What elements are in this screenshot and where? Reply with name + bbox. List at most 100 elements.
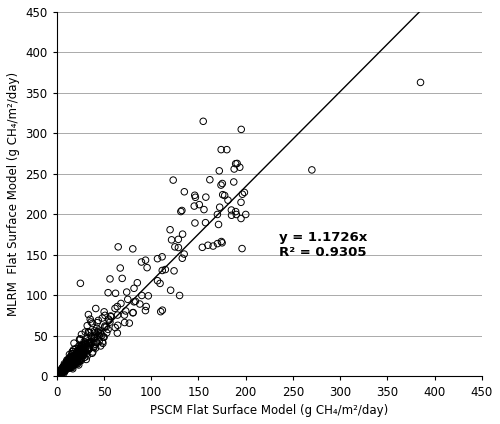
Point (64, 362, 72, 368)
Point (56, 369, 64, 376)
Point (61, 366, 69, 373)
Point (80, 341, 88, 348)
Point (91, 329, 99, 336)
Point (53, 373, 61, 380)
Point (66, 363, 74, 369)
Point (66, 362, 74, 368)
Point (174, 244, 182, 251)
Point (84, 329, 92, 336)
Point (178, 231, 186, 237)
Point (71, 357, 79, 363)
Point (60, 365, 68, 372)
Point (59, 366, 67, 373)
Point (66, 356, 74, 363)
Point (75, 352, 83, 359)
Point (58, 366, 66, 373)
Point (76, 336, 84, 343)
Point (178, 207, 186, 214)
Point (58, 366, 66, 373)
Point (68, 361, 76, 368)
Point (60, 363, 68, 369)
Point (100, 308, 108, 315)
Point (54, 372, 62, 379)
Point (180, 251, 188, 257)
Point (70, 354, 78, 361)
Point (56, 371, 64, 378)
Point (104, 315, 112, 322)
Point (75, 343, 83, 349)
Point (56, 371, 64, 378)
Point (190, 203, 198, 209)
Point (54, 371, 62, 378)
Point (78, 346, 86, 353)
Point (55, 371, 63, 378)
Point (90, 343, 98, 349)
Point (61, 364, 69, 371)
Point (80, 348, 88, 354)
Point (54, 373, 62, 379)
Point (64, 358, 72, 365)
Point (90, 327, 98, 334)
Point (56, 370, 64, 377)
Point (68, 360, 76, 367)
Y-axis label: MLRM  Flat Surface Model (g CH₄/m²/day): MLRM Flat Surface Model (g CH₄/m²/day) (7, 72, 20, 316)
Point (54, 372, 62, 379)
Point (56, 370, 64, 377)
Point (68, 357, 76, 363)
Point (54, 371, 62, 378)
Point (232, 208, 239, 215)
Point (62, 364, 70, 371)
Point (54, 371, 62, 378)
Point (63, 363, 71, 370)
Point (71, 357, 79, 364)
Point (76, 351, 84, 358)
Point (58, 368, 66, 375)
Point (68, 360, 76, 367)
Point (58, 365, 66, 372)
Point (56, 371, 64, 377)
Point (58, 367, 66, 374)
Point (58, 365, 66, 372)
Point (111, 305, 119, 312)
Point (91, 335, 99, 341)
Point (106, 276, 114, 282)
Point (58, 368, 66, 375)
Point (60, 360, 68, 367)
Point (62, 365, 70, 372)
Point (118, 275, 126, 282)
Point (58, 369, 66, 376)
Point (56, 370, 64, 377)
Point (84, 328, 92, 335)
Point (54, 372, 62, 379)
Point (60, 365, 68, 372)
Point (60, 364, 68, 371)
Point (54, 371, 62, 378)
Point (76, 336, 84, 343)
Point (98, 315, 106, 321)
Point (62, 363, 70, 369)
Point (88, 320, 96, 327)
Point (122, 307, 130, 314)
Point (66, 365, 74, 371)
Point (70, 358, 78, 365)
Point (68, 361, 76, 368)
Point (53, 373, 61, 379)
Point (54, 371, 62, 377)
Point (67, 357, 75, 363)
Point (54, 371, 62, 378)
Point (56, 370, 64, 377)
Point (74, 350, 82, 357)
Point (58, 369, 66, 376)
Point (54, 372, 62, 379)
Point (60, 365, 68, 372)
Point (87, 332, 95, 339)
Point (78, 349, 86, 356)
Point (59, 367, 67, 374)
Point (54, 372, 62, 379)
Point (62, 361, 70, 368)
Point (88, 339, 96, 346)
Point (53, 373, 61, 379)
Point (53, 373, 61, 379)
Point (82, 356, 90, 363)
Point (62, 363, 70, 370)
